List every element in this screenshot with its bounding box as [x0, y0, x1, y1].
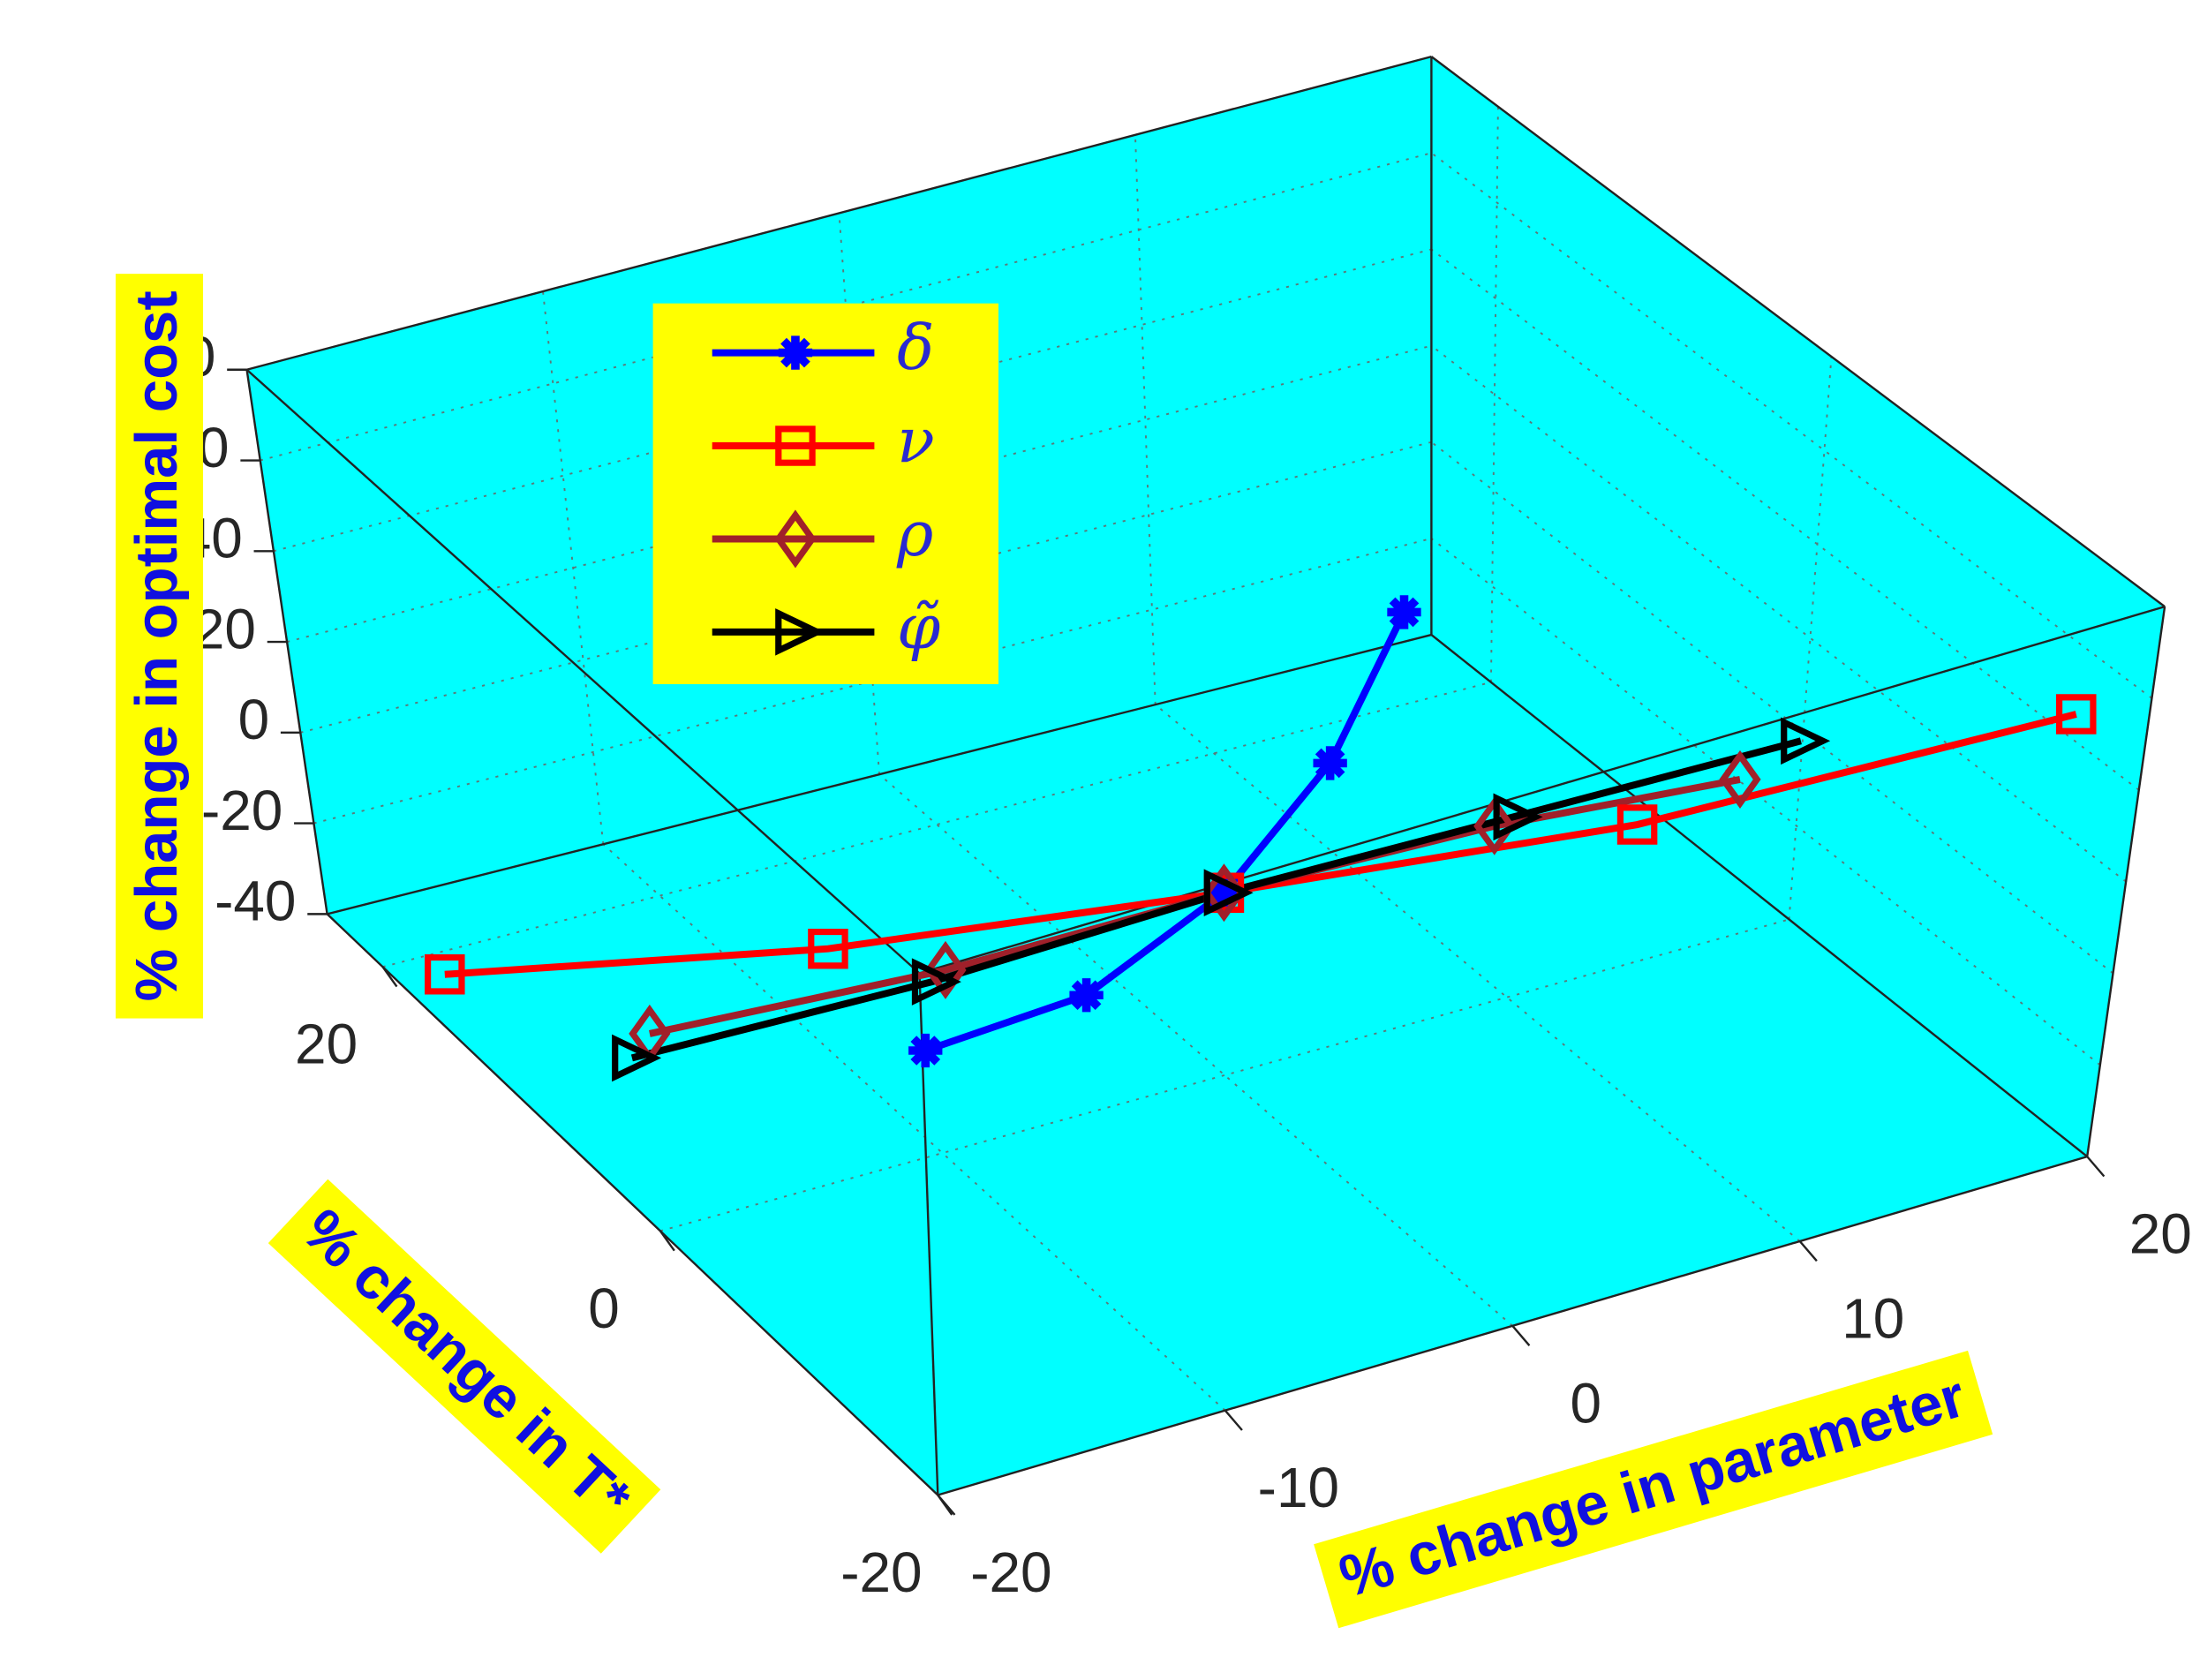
grid-line [1430, 344, 2127, 883]
tick-label: 0 [1571, 1371, 1602, 1435]
tick-mark [1798, 1240, 1818, 1262]
legend-label: δ [897, 312, 934, 384]
axis-label-text: % change in optimal cost [124, 290, 190, 1001]
grid-line [1430, 248, 2140, 791]
marker [1493, 793, 1543, 841]
marker [1207, 876, 1241, 910]
box-edge [1430, 56, 2166, 608]
box-edge [1430, 634, 2088, 1158]
axes-face [1431, 57, 2166, 1157]
marker [1387, 595, 1421, 629]
marker [612, 1034, 662, 1082]
grid-line [1430, 538, 2101, 1066]
legend-label: ν [897, 405, 935, 478]
tick-label: -20 [970, 1541, 1051, 1604]
axes-face [327, 635, 2088, 1495]
box-edge [246, 55, 1432, 371]
tick-mark [2086, 1156, 2106, 1178]
legend-label: φ̃ [897, 591, 940, 663]
marker [778, 335, 813, 370]
marker [1781, 717, 1831, 765]
marker [774, 509, 817, 569]
legend: δνρ φ̃ [652, 303, 998, 684]
axis-label: % change in optimal cost [115, 274, 204, 1019]
grid-line [602, 843, 1226, 1412]
axis-label-box [1314, 1350, 1993, 1629]
legend-label: ρ [896, 498, 933, 570]
marker [908, 1033, 943, 1068]
marker [1616, 804, 1658, 845]
tick-mark [1224, 1409, 1243, 1431]
tick-label: 20 [2129, 1202, 2192, 1266]
axis-label: % change in parameter [1314, 1350, 1993, 1629]
tick-label: 0 [588, 1277, 620, 1340]
marker [2055, 694, 2097, 735]
box-edge [919, 605, 2166, 975]
tick-label: 0 [238, 688, 270, 751]
axis-label-box [115, 274, 204, 1019]
marker [425, 953, 465, 995]
marker [1719, 750, 1761, 809]
tick-label: -20 [201, 779, 283, 842]
grid-line [1134, 134, 1157, 705]
box-edge [326, 913, 939, 1496]
tick-mark [1511, 1325, 1531, 1346]
axis-label-text: % change in parameter [1332, 1363, 1972, 1610]
box-edge [327, 633, 1432, 915]
grid-line [1155, 704, 1801, 1242]
marker [808, 928, 848, 969]
grid-line [273, 248, 1432, 553]
grid-line [260, 152, 1432, 462]
axis-label: % change in T* [267, 1179, 661, 1554]
axis-label-box [267, 1179, 661, 1554]
marker [1203, 869, 1254, 916]
marker [775, 608, 825, 656]
legend-box [652, 303, 998, 684]
grid-line [1489, 106, 1499, 682]
marker [911, 958, 961, 1006]
marker [775, 426, 816, 466]
grid-line [878, 773, 1513, 1327]
marker [924, 940, 967, 999]
tick-label: -20 [840, 1541, 922, 1604]
marker [1313, 746, 1347, 780]
box-edge [245, 368, 921, 975]
tick-mark [381, 966, 398, 988]
grid-line [1430, 152, 2152, 699]
box-edge [2086, 606, 2166, 1157]
tick-label: -10 [1258, 1456, 1339, 1519]
tick-label: -40 [215, 870, 296, 933]
tick-mark [659, 1230, 675, 1252]
tick-label: 20 [295, 1013, 358, 1076]
marker [1473, 796, 1516, 855]
tick-label: 20 [193, 597, 256, 660]
marker [1069, 978, 1104, 1013]
tick-mark [937, 1494, 956, 1516]
axis-label-text: % change in T* [290, 1196, 644, 1533]
grid-line [542, 290, 605, 845]
tick-label: 10 [1842, 1286, 1904, 1350]
